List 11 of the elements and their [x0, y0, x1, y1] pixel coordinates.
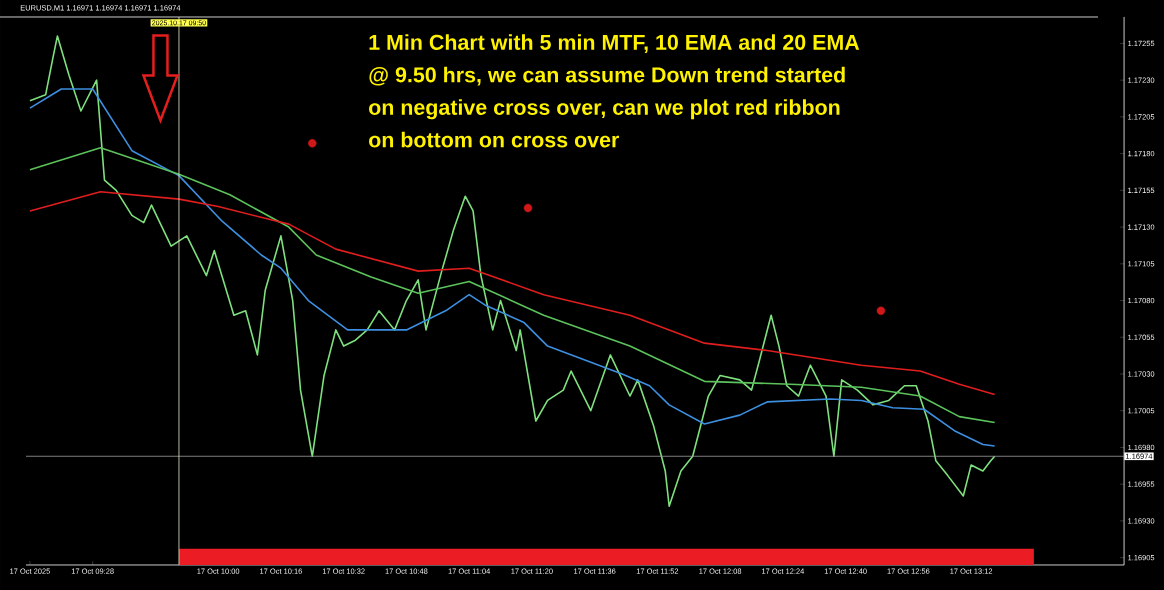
annotation: on negative cross over, can we plot red ribbon: [369, 99, 840, 120]
line-series: [29, 35, 996, 508]
annotation: 1 Min Chart with 5 min MTF, 10 EMA and 20 EMA: [369, 34, 860, 54]
line-series: [29, 88, 996, 447]
annotation: on bottom on cross over: [369, 131, 619, 148]
point: [523, 203, 533, 213]
line-series: [29, 191, 996, 396]
point: [308, 139, 317, 148]
point: [876, 306, 886, 316]
line-series: [29, 146, 996, 424]
annotation: @ 9.50 hrs, we can assume Down trend started: [369, 66, 845, 86]
